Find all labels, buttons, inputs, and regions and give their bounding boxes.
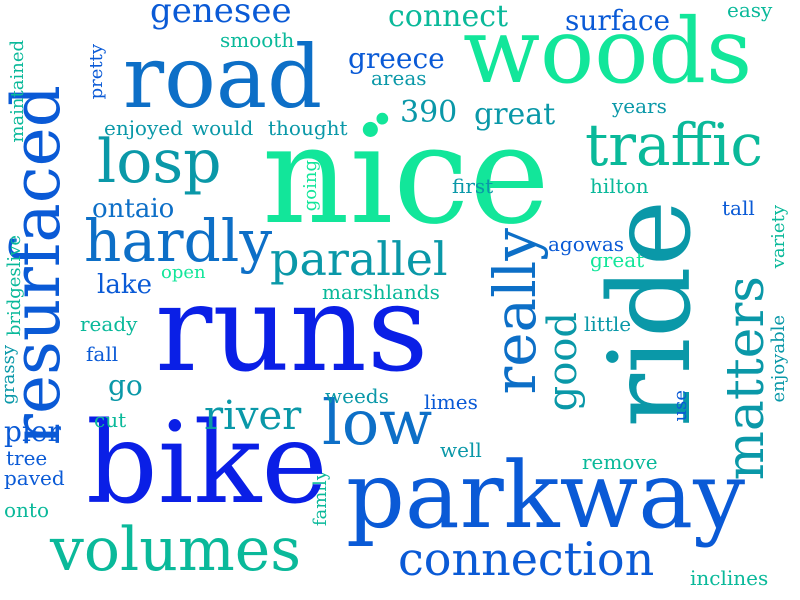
word-surface: surface bbox=[565, 4, 671, 37]
word-smooth: smooth bbox=[220, 28, 295, 52]
word-years: years bbox=[612, 94, 667, 118]
word-pier: pier bbox=[4, 415, 61, 448]
word-tall: tall bbox=[722, 196, 755, 220]
word-thought: thought bbox=[268, 116, 348, 140]
word-little: little bbox=[584, 312, 632, 336]
word-enjoyable: enjoyable bbox=[768, 315, 789, 403]
word-well: well bbox=[440, 438, 482, 462]
word-variety: variety bbox=[768, 205, 789, 269]
word-period: . bbox=[368, 40, 397, 145]
word-paved: paved bbox=[4, 466, 65, 490]
word-remove: remove bbox=[582, 450, 658, 474]
word-grassy: grassy bbox=[0, 345, 19, 405]
word-parallel: parallel bbox=[270, 232, 448, 286]
word-ontaio: ontaio bbox=[92, 194, 175, 224]
word-tree: tree bbox=[6, 446, 48, 470]
word-hilton: hilton bbox=[590, 174, 649, 198]
word-genesee: genesee bbox=[150, 0, 292, 31]
word-agowas: agowas bbox=[548, 232, 625, 256]
word-volumes: volumes bbox=[50, 515, 302, 585]
word-low: low bbox=[322, 386, 433, 459]
word-go: go bbox=[108, 369, 143, 402]
word-river: river bbox=[204, 393, 302, 439]
word-maintained: maintained bbox=[7, 40, 28, 143]
word-enjoyed: enjoyed bbox=[104, 116, 183, 140]
word-areas: areas bbox=[371, 66, 427, 90]
word-open: open bbox=[161, 262, 206, 283]
word-nice: nice bbox=[262, 97, 550, 255]
word-marshlands: marshlands bbox=[322, 280, 440, 304]
word-bridgeslive: bridgeslive bbox=[4, 235, 25, 337]
word-easy: easy bbox=[727, 0, 773, 22]
word-first: first bbox=[452, 174, 494, 198]
word-losp: losp bbox=[97, 127, 222, 197]
word-bike: bike bbox=[86, 399, 328, 529]
word-lake: lake bbox=[97, 270, 152, 300]
word-hardly: hardly bbox=[84, 207, 273, 275]
word-road: road bbox=[123, 28, 323, 128]
word-greece: greece bbox=[348, 42, 445, 75]
word-pretty: pretty bbox=[86, 44, 107, 100]
word-fall: fall bbox=[86, 342, 119, 366]
word-connect: connect bbox=[388, 0, 509, 34]
word-parkway: parkway bbox=[346, 442, 746, 549]
word-cut: cut bbox=[94, 408, 127, 432]
word-use: use bbox=[670, 390, 691, 422]
word-good: good bbox=[540, 312, 586, 412]
word-390: 390 bbox=[400, 95, 458, 130]
word-onto: onto bbox=[4, 498, 49, 522]
word-would: would bbox=[192, 116, 254, 140]
word-traffic: traffic bbox=[585, 111, 763, 179]
word-great: great bbox=[474, 97, 556, 132]
word-weeds: weeds bbox=[325, 384, 389, 408]
word-limes: limes bbox=[424, 390, 478, 414]
word-great-2: great bbox=[590, 248, 645, 272]
word-ready: ready bbox=[80, 312, 138, 336]
word-runs: runs bbox=[155, 260, 429, 399]
word-inclines: inclines bbox=[690, 566, 769, 590]
word-connection: connection bbox=[398, 532, 655, 586]
word-woods: woods bbox=[463, 0, 753, 104]
